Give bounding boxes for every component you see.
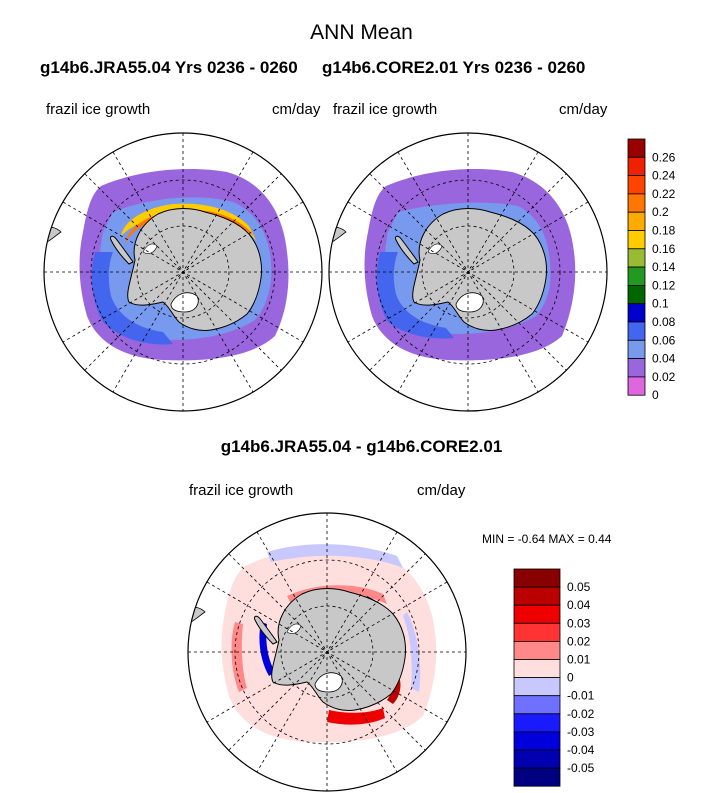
colorbar-absolute-swatch — [627, 211, 646, 231]
colorbar-absolute-tick-label: 0.04 — [652, 352, 676, 366]
map-panel-diff — [187, 512, 467, 792]
colorbar-absolute-swatch — [627, 138, 646, 158]
colorbar-difference-swatch — [513, 749, 561, 769]
colorbar-difference-swatch — [513, 767, 561, 787]
colorbar-absolute-tick-label: 0 — [652, 388, 659, 402]
panel-b-variable-label: frazil ice growth — [333, 101, 438, 118]
colorbar-absolute-tick-label: 0.08 — [652, 315, 676, 329]
colorbar-absolute-swatch — [627, 156, 646, 177]
colorbar-difference-tick-label: -0.05 — [567, 761, 595, 775]
colorbar-absolute-swatch — [627, 193, 646, 213]
diff-stats: MIN = -0.64 MAX = 0.44 — [482, 532, 611, 546]
colorbar-absolute-tick-label: 0.2 — [652, 205, 669, 219]
colorbar-absolute: 0.26 0.24 0.22 0.2 0.18 0.16 0.14 0.12 0.1 0.08 0.… — [627, 138, 676, 402]
diff-units-label: cm/day — [417, 482, 466, 499]
colorbar-difference-tick-label: 0.05 — [567, 580, 591, 594]
colorbar-absolute-tick-label: 0.06 — [652, 333, 676, 347]
colorbar-difference-tick-label: -0.01 — [567, 689, 595, 703]
colorbar-absolute-tick-label: 0.02 — [652, 370, 676, 384]
colorbar-difference: 0.05 0.04 0.03 0.02 0.01 0 -0.01 -0.02 -0.03 -0.0… — [513, 568, 595, 787]
colorbar-absolute-swatch — [627, 248, 646, 268]
colorbar-absolute-tick-label: 0.24 — [652, 169, 676, 183]
case-b-title: g14b6.CORE2.01 Yrs 0236 - 0260 — [322, 58, 586, 77]
colorbar-difference-swatch — [513, 586, 561, 606]
colorbar-absolute-swatch — [627, 358, 646, 378]
colorbar-difference-swatch — [513, 659, 561, 679]
diff-variable-label: frazil ice growth — [189, 482, 294, 499]
colorbar-absolute-tick-label: 0.12 — [652, 278, 676, 292]
diff-title: g14b6.JRA55.04 - g14b6.CORE2.01 — [220, 437, 503, 456]
colorbar-difference-swatch — [513, 622, 561, 642]
colorbar-absolute-swatch — [627, 230, 646, 250]
colorbar-absolute-swatch — [627, 321, 646, 341]
panel-a-units-label: cm/day — [272, 101, 321, 118]
colorbar-difference-tick-label: 0.03 — [567, 616, 591, 630]
colorbar-difference-swatch — [513, 731, 561, 751]
colorbar-absolute-swatch — [627, 376, 646, 396]
map-panel-b — [328, 132, 608, 412]
colorbar-difference-swatch — [513, 713, 561, 733]
colorbar-absolute-tick-label: 0.1 — [652, 297, 669, 311]
panel-a-variable-label: frazil ice growth — [46, 101, 151, 118]
colorbar-difference-tick-label: -0.02 — [567, 707, 595, 721]
colorbar-absolute-tick-label: 0.22 — [652, 187, 676, 201]
colorbar-difference-tick-label: 0 — [567, 671, 574, 685]
colorbar-absolute-tick-label: 0.18 — [652, 224, 676, 238]
colorbar-absolute-swatch — [627, 266, 646, 286]
colorbar-absolute-swatch — [627, 303, 646, 323]
colorbar-absolute-swatch — [627, 284, 646, 305]
colorbar-difference-swatch — [513, 604, 561, 624]
max-label: MAX = — [548, 532, 585, 546]
colorbar-difference-tick-label: -0.04 — [567, 743, 595, 757]
colorbar-absolute-swatch — [627, 339, 646, 359]
min-value: -0.64 — [517, 532, 546, 546]
colorbar-difference-swatch — [513, 568, 561, 588]
colorbar-difference-tick-label: 0.01 — [567, 653, 591, 667]
colorbar-difference-tick-label: 0.02 — [567, 634, 591, 648]
map-panel-a — [43, 132, 323, 412]
figure-title: ANN Mean — [310, 21, 413, 44]
min-label: MIN = — [482, 532, 515, 546]
colorbar-difference-swatch — [513, 641, 561, 660]
max-value: 0.44 — [588, 532, 612, 546]
case-a-title: g14b6.JRA55.04 Yrs 0236 - 0260 — [40, 58, 298, 77]
colorbar-difference-tick-label: -0.03 — [567, 725, 595, 739]
colorbar-absolute-tick-label: 0.26 — [652, 150, 676, 164]
colorbar-absolute-tick-label: 0.14 — [652, 260, 676, 274]
colorbar-difference-swatch — [513, 695, 561, 715]
colorbar-absolute-swatch — [627, 175, 646, 195]
panel-b-units-label: cm/day — [559, 101, 608, 118]
colorbar-absolute-tick-label: 0.16 — [652, 242, 676, 256]
colorbar-difference-tick-label: 0.04 — [567, 598, 591, 612]
colorbar-difference-swatch — [513, 677, 561, 697]
